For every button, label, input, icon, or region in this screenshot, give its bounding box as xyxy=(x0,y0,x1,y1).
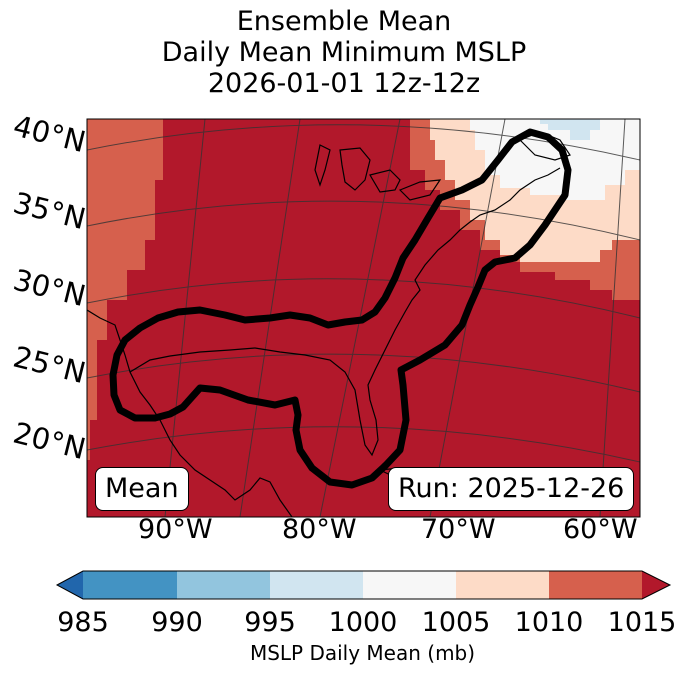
title-line-3: 2026-01-01 12z-12z xyxy=(207,68,481,99)
colorbar-outline xyxy=(55,570,672,600)
colorbar-tick-1010: 1010 xyxy=(514,607,584,638)
contour-outline xyxy=(109,128,572,489)
lon-label-80w: 80°W xyxy=(282,514,357,545)
title-line-1: Ensemble Mean xyxy=(236,6,452,37)
colorbar-extend-low xyxy=(57,571,83,599)
map-frame xyxy=(86,118,641,518)
colorbar xyxy=(55,570,672,600)
colorbar-tick-1005: 1005 xyxy=(421,607,491,638)
colorbar-tick-990: 990 xyxy=(151,607,203,638)
mslp-shading xyxy=(87,119,640,517)
colorbar-tick-985: 985 xyxy=(57,607,109,638)
lon-label-60w: 60°W xyxy=(563,514,638,545)
colorbar-label: MSLP Daily Mean (mb) xyxy=(249,641,476,665)
run-date-label-box: Run: 2025-12-26 xyxy=(388,467,635,511)
band-1010-1015-nw-strip xyxy=(87,119,163,124)
colorbar-1010-1015 xyxy=(549,571,642,599)
band-995-1000 xyxy=(540,119,600,140)
lon-label-90w: 90°W xyxy=(138,514,213,545)
colorbar-1005-1010 xyxy=(456,571,549,599)
colorbar-tick-1015: 1015 xyxy=(607,607,677,638)
plot-title: Ensemble Mean Daily Mean Minimum MSLP 20… xyxy=(0,6,688,99)
colorbar-995-1000 xyxy=(270,571,363,599)
colorbar-extend-high xyxy=(642,571,670,599)
lon-label-70w: 70°W xyxy=(421,514,496,545)
colorbar-tick-995: 995 xyxy=(244,607,296,638)
colorbar-tick-1000: 1000 xyxy=(328,607,398,638)
title-line-2: Daily Mean Minimum MSLP xyxy=(161,37,527,68)
colorbar-990-995 xyxy=(177,571,270,599)
colorbar-1000-1005 xyxy=(363,571,456,599)
colorbar-985-990 xyxy=(83,571,177,599)
mean-label-box: Mean xyxy=(95,467,189,511)
band-1010-1015 xyxy=(87,119,163,460)
